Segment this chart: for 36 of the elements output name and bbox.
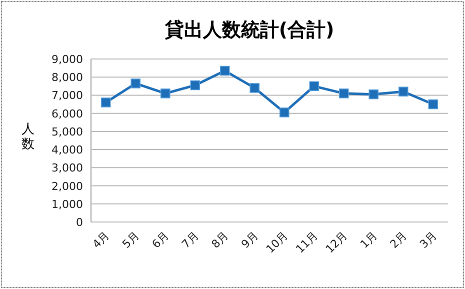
point <box>250 83 260 93</box>
point <box>309 81 320 92</box>
x-tick-label: 11月 <box>293 228 320 256</box>
x-tick-label: 6月 <box>150 228 172 251</box>
point <box>338 88 349 98</box>
x-tick-label: 5月 <box>120 228 142 251</box>
x-tick-label: 12月 <box>323 228 350 256</box>
y-tick-label: 8,000 <box>52 71 83 84</box>
y-axis-title: 人数 <box>22 122 34 152</box>
x-tick-label: 1月 <box>358 228 380 251</box>
point <box>279 108 290 118</box>
point <box>160 88 170 98</box>
x-tick-label: 8月 <box>209 228 231 251</box>
y-tick-label: 0 <box>76 216 83 229</box>
x-tick-label: 9月 <box>238 228 261 251</box>
chart-title: 貸出人数統計(合計) <box>164 19 334 41</box>
y-tick-label: 7,000 <box>52 89 83 102</box>
point <box>368 89 379 100</box>
y-tick-label: 2,000 <box>52 180 83 193</box>
x-tick-label: 3月 <box>417 228 440 251</box>
y-tick-label: 9,000 <box>52 53 83 66</box>
point <box>398 86 408 96</box>
y-tick-label: 1,000 <box>52 198 83 211</box>
point <box>100 98 111 108</box>
y-tick-label: 5,000 <box>52 125 83 138</box>
x-tick-label: 4月 <box>90 228 112 251</box>
point <box>190 80 200 90</box>
point <box>220 66 230 76</box>
x-tick-label: 2月 <box>388 228 410 251</box>
x-tick-label: 10月 <box>264 228 290 256</box>
y-tick-label: 3,000 <box>52 162 83 175</box>
x-tick-label: 7月 <box>179 228 202 251</box>
point <box>130 78 141 88</box>
point <box>428 99 438 110</box>
y-tick-label: 4,000 <box>52 144 83 157</box>
y-tick-label: 6,000 <box>52 107 83 120</box>
